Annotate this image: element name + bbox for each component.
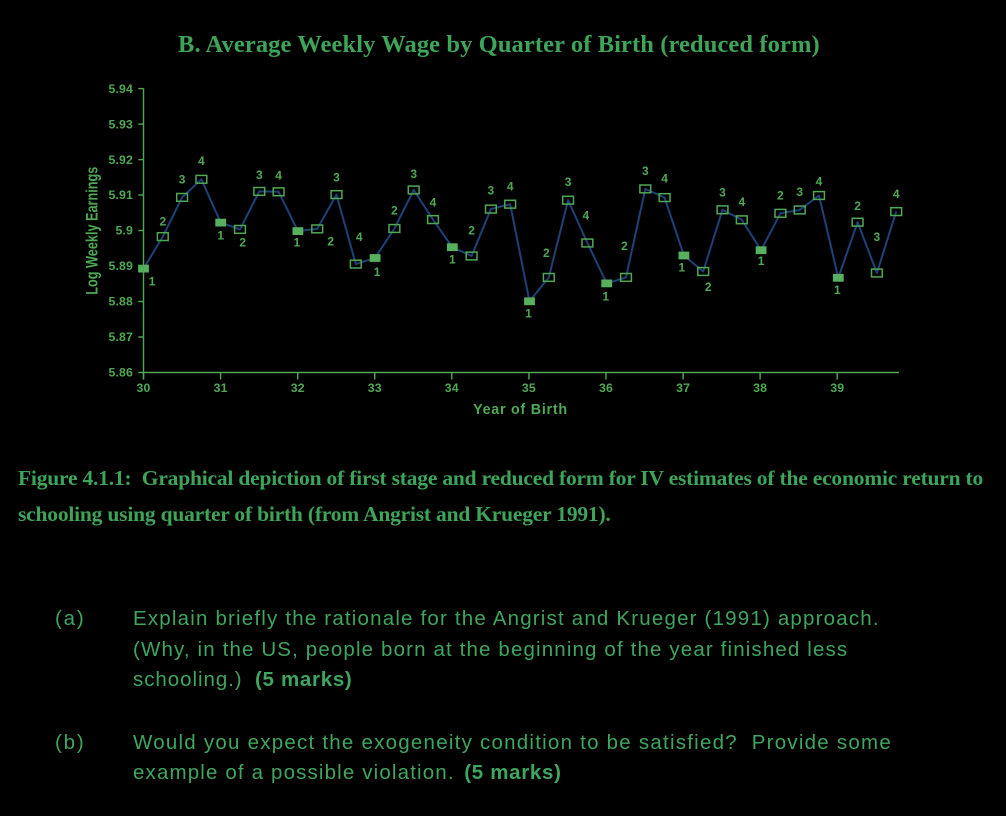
svg-text:32: 32 <box>291 381 305 395</box>
svg-text:1: 1 <box>294 236 301 250</box>
svg-text:5.9: 5.9 <box>115 224 133 238</box>
svg-text:2: 2 <box>621 239 628 253</box>
svg-text:3: 3 <box>488 184 495 198</box>
svg-text:2: 2 <box>159 215 166 229</box>
svg-text:4: 4 <box>816 175 823 189</box>
svg-text:Year of Birth: Year of Birth <box>473 402 568 418</box>
svg-text:35: 35 <box>522 381 536 395</box>
svg-text:5.93: 5.93 <box>108 117 133 131</box>
svg-text:5.91: 5.91 <box>108 188 133 202</box>
svg-text:2: 2 <box>543 246 550 260</box>
svg-text:1: 1 <box>834 283 841 297</box>
svg-text:4: 4 <box>583 208 590 222</box>
svg-text:3: 3 <box>179 173 186 187</box>
svg-text:5.87: 5.87 <box>108 330 133 344</box>
svg-text:5.94: 5.94 <box>108 82 133 96</box>
svg-text:1: 1 <box>374 265 381 279</box>
svg-text:4: 4 <box>507 180 514 194</box>
svg-text:5.92: 5.92 <box>108 153 133 167</box>
svg-text:2: 2 <box>468 223 475 237</box>
svg-text:5.88: 5.88 <box>108 295 133 309</box>
svg-text:3: 3 <box>796 185 803 199</box>
svg-text:4: 4 <box>430 196 437 210</box>
svg-text:39: 39 <box>830 381 844 395</box>
svg-text:5.86: 5.86 <box>108 366 133 380</box>
svg-text:2: 2 <box>391 204 398 218</box>
svg-text:31: 31 <box>214 381 228 395</box>
svg-text:1: 1 <box>602 289 609 303</box>
svg-text:4: 4 <box>356 230 363 244</box>
svg-text:1: 1 <box>679 260 686 274</box>
svg-text:2: 2 <box>777 189 784 203</box>
svg-text:1: 1 <box>449 253 456 267</box>
svg-text:33: 33 <box>368 381 382 395</box>
svg-text:Log Weekly Earnings: Log Weekly Earnings <box>83 167 102 295</box>
svg-text:4: 4 <box>275 169 282 183</box>
svg-text:4: 4 <box>198 154 205 168</box>
svg-text:5.89: 5.89 <box>108 259 133 273</box>
svg-text:2: 2 <box>854 199 861 213</box>
svg-text:36: 36 <box>599 381 613 395</box>
svg-text:2: 2 <box>705 280 712 294</box>
svg-text:4: 4 <box>661 172 668 186</box>
svg-text:3: 3 <box>333 171 340 185</box>
svg-text:4: 4 <box>738 195 745 209</box>
svg-text:1: 1 <box>149 274 156 288</box>
svg-text:1: 1 <box>758 254 765 268</box>
svg-text:3: 3 <box>642 164 649 178</box>
svg-text:3: 3 <box>719 186 726 200</box>
svg-text:30: 30 <box>137 381 151 395</box>
svg-text:3: 3 <box>565 175 572 189</box>
svg-text:34: 34 <box>445 381 459 395</box>
svg-text:38: 38 <box>753 381 767 395</box>
svg-text:37: 37 <box>676 381 690 395</box>
svg-text:4: 4 <box>893 187 900 201</box>
svg-text:2: 2 <box>239 235 246 249</box>
svg-text:3: 3 <box>410 167 417 181</box>
svg-text:3: 3 <box>256 168 263 182</box>
svg-text:3: 3 <box>874 230 881 244</box>
svg-text:2: 2 <box>327 234 334 248</box>
svg-text:1: 1 <box>525 307 532 321</box>
svg-text:1: 1 <box>217 228 224 242</box>
